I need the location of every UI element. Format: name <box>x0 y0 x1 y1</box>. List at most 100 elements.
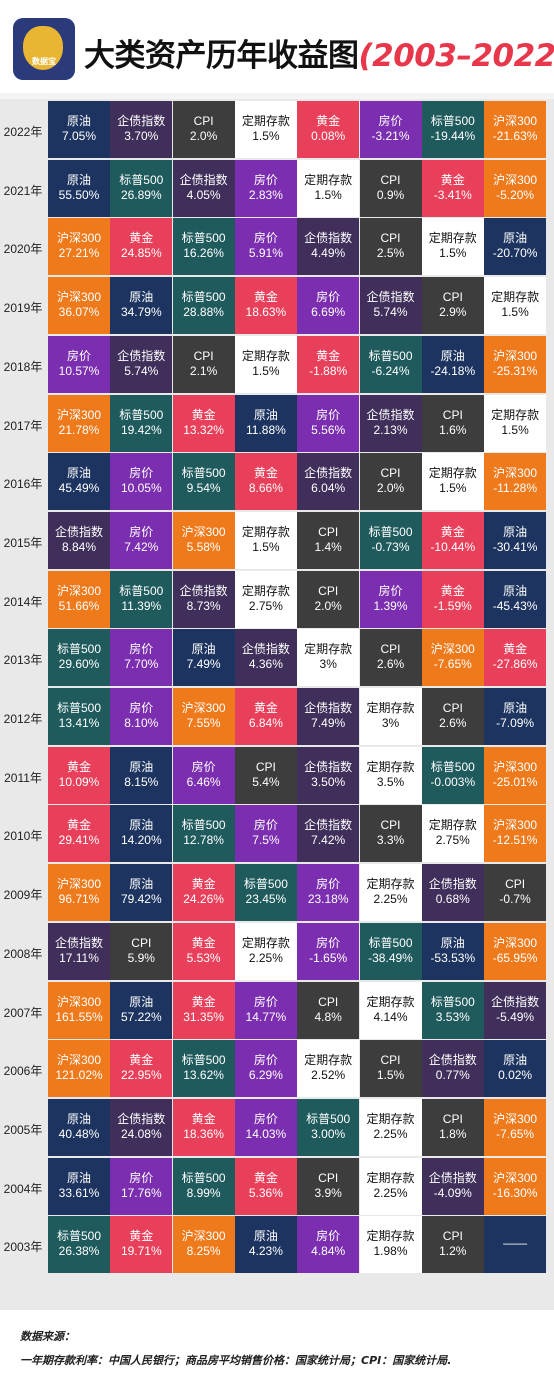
asset-return: -5.20% <box>496 187 535 202</box>
return-cell: 黄金 -27.86% <box>484 629 547 687</box>
asset-name: 企债指数 <box>117 348 166 363</box>
asset-return: 5.74% <box>373 305 408 320</box>
return-cell: 房价 8.10% <box>110 688 173 745</box>
return-cell: 原油 34.79% <box>110 277 173 335</box>
return-cell: 房价 6.69% <box>297 277 360 335</box>
asset-return: 2.13% <box>373 422 408 437</box>
asset-return: 121.02% <box>55 1068 103 1083</box>
asset-return: 2.1% <box>189 363 218 378</box>
asset-name: 沪深300 <box>56 1053 102 1068</box>
return-cell: CPI 1.5% <box>359 1040 422 1098</box>
asset-return: 1.5% <box>439 246 467 261</box>
asset-name: 原油 <box>66 466 91 481</box>
return-cell: 企债指数 7.42% <box>297 805 360 863</box>
asset-name: 原油 <box>129 759 154 774</box>
asset-return: 23.18% <box>307 892 349 907</box>
asset-return: -7.09% <box>496 716 535 730</box>
asset-return: -12.51% <box>492 833 538 848</box>
asset-name: CPI <box>442 1229 463 1244</box>
asset-name: 定期存款 <box>241 524 290 539</box>
asset-return: 2.52% <box>311 1068 346 1083</box>
asset-return: -0.73% <box>371 539 410 554</box>
asset-name: 黄金 <box>129 1053 154 1068</box>
year-label: 2019年 <box>3 301 43 316</box>
asset-name: 标普500 <box>119 583 164 598</box>
return-cell: CPI 5.4% <box>234 746 297 804</box>
footer: 数据来源： 一年期存款利率：中国人民银行；商品房平均销售价格：国家统计局；CPI… <box>0 1310 554 1383</box>
asset-name: 沪深300 <box>56 877 102 892</box>
return-cell: CPI 2.6% <box>359 629 422 687</box>
return-cell: 原油 -24.18% <box>421 335 484 393</box>
asset-name: 企债指数 <box>54 935 103 950</box>
asset-name: 沪深300 <box>181 1229 226 1244</box>
asset-return: 1.5% <box>501 305 529 320</box>
asset-name: 标普500 <box>181 466 226 481</box>
asset-name: 沪深300 <box>493 466 538 481</box>
source-text: 一年期存款利率：中国人民银行；商品房平均销售价格：国家统计局；CPI：国家统计局… <box>20 1354 452 1367</box>
asset-name: 黄金 <box>66 818 91 833</box>
return-cell: 定期存款 2.25% <box>359 1098 422 1156</box>
return-cell: CPI 3.3% <box>359 805 422 863</box>
return-cell: 房价 7.42% <box>110 511 173 569</box>
return-cell: 黄金 5.36% <box>234 1157 297 1215</box>
asset-return: 0.02% <box>498 1068 533 1083</box>
asset-return: 57.22% <box>120 1009 162 1024</box>
return-cell: 沪深300 96.71% <box>48 864 110 922</box>
asset-return: 16.26% <box>183 246 224 261</box>
asset-return: 0.08% <box>311 129 346 143</box>
asset-return: -25.31% <box>492 363 538 378</box>
asset-name: 沪深300 <box>430 642 475 657</box>
asset-name: 标普500 <box>181 1053 226 1068</box>
asset-return: -3.41% <box>433 187 472 202</box>
asset-return: 2.75% <box>435 833 470 848</box>
asset-name: CPI <box>380 466 401 481</box>
asset-return: 26.89% <box>120 187 162 202</box>
asset-return: 1.5% <box>439 481 467 496</box>
return-cell: 黄金 18.36% <box>172 1098 235 1156</box>
return-cell: 房价 -3.21% <box>359 101 422 158</box>
return-cell: 企债指数 5.74% <box>359 277 422 335</box>
return-cell: 沪深300 -11.28% <box>484 453 547 511</box>
asset-return: -10.44% <box>430 539 476 554</box>
asset-return: 22.95% <box>120 1068 162 1083</box>
asset-return: 4.8% <box>314 1009 342 1024</box>
asset-name: 原油 <box>253 407 278 422</box>
asset-name: 定期存款 <box>366 994 415 1009</box>
return-cell: 标普500 -6.24% <box>359 335 422 393</box>
asset-name: 企债指数 <box>366 290 415 305</box>
asset-name: 标普500 <box>119 407 164 422</box>
asset-name: 企债指数 <box>304 466 353 481</box>
return-cell: 沪深300 8.25% <box>172 1216 235 1274</box>
asset-return: 4.05% <box>186 187 221 202</box>
asset-name: 房价 <box>129 524 154 539</box>
asset-name: 定期存款 <box>241 348 290 363</box>
asset-return: -45.43% <box>492 598 538 613</box>
asset-name: 房价 <box>253 172 278 187</box>
asset-name: 沪深300 <box>493 759 538 774</box>
asset-return: 5.91% <box>248 246 283 261</box>
asset-name: 房价 <box>191 759 216 774</box>
asset-return: 13.41% <box>58 716 100 730</box>
asset-name: 房价 <box>316 407 341 422</box>
return-cell: 沪深300 51.66% <box>48 570 110 628</box>
page-title: 大类资产历年收益图(2003–2022) <box>84 30 554 75</box>
asset-return: 1.98% <box>373 1244 408 1259</box>
return-cell: 原油 79.42% <box>110 864 173 922</box>
asset-name: 原油 <box>503 1053 528 1068</box>
return-cell: 房价 7.5% <box>234 805 297 863</box>
return-cell: 房价 14.03% <box>234 1098 297 1156</box>
return-cell: 标普500 26.38% <box>48 1216 110 1274</box>
asset-return: -24.18% <box>430 363 476 378</box>
return-cell: 定期存款 1.5% <box>421 218 484 276</box>
asset-name: CPI <box>380 231 401 246</box>
asset-return: 3.00% <box>311 1126 346 1141</box>
return-cell: CPI 1.6% <box>421 394 484 452</box>
asset-name: 沪深300 <box>56 994 102 1009</box>
return-cell: 企债指数 4.05% <box>172 159 235 217</box>
asset-return: 14.77% <box>245 1009 287 1024</box>
return-cell: 定期存款 2.75% <box>421 805 484 863</box>
asset-name: 原油 <box>503 701 528 715</box>
asset-name: 标普500 <box>368 524 413 539</box>
asset-return: 2.0% <box>189 129 218 143</box>
source-label: 数据来源： <box>20 1330 75 1343</box>
